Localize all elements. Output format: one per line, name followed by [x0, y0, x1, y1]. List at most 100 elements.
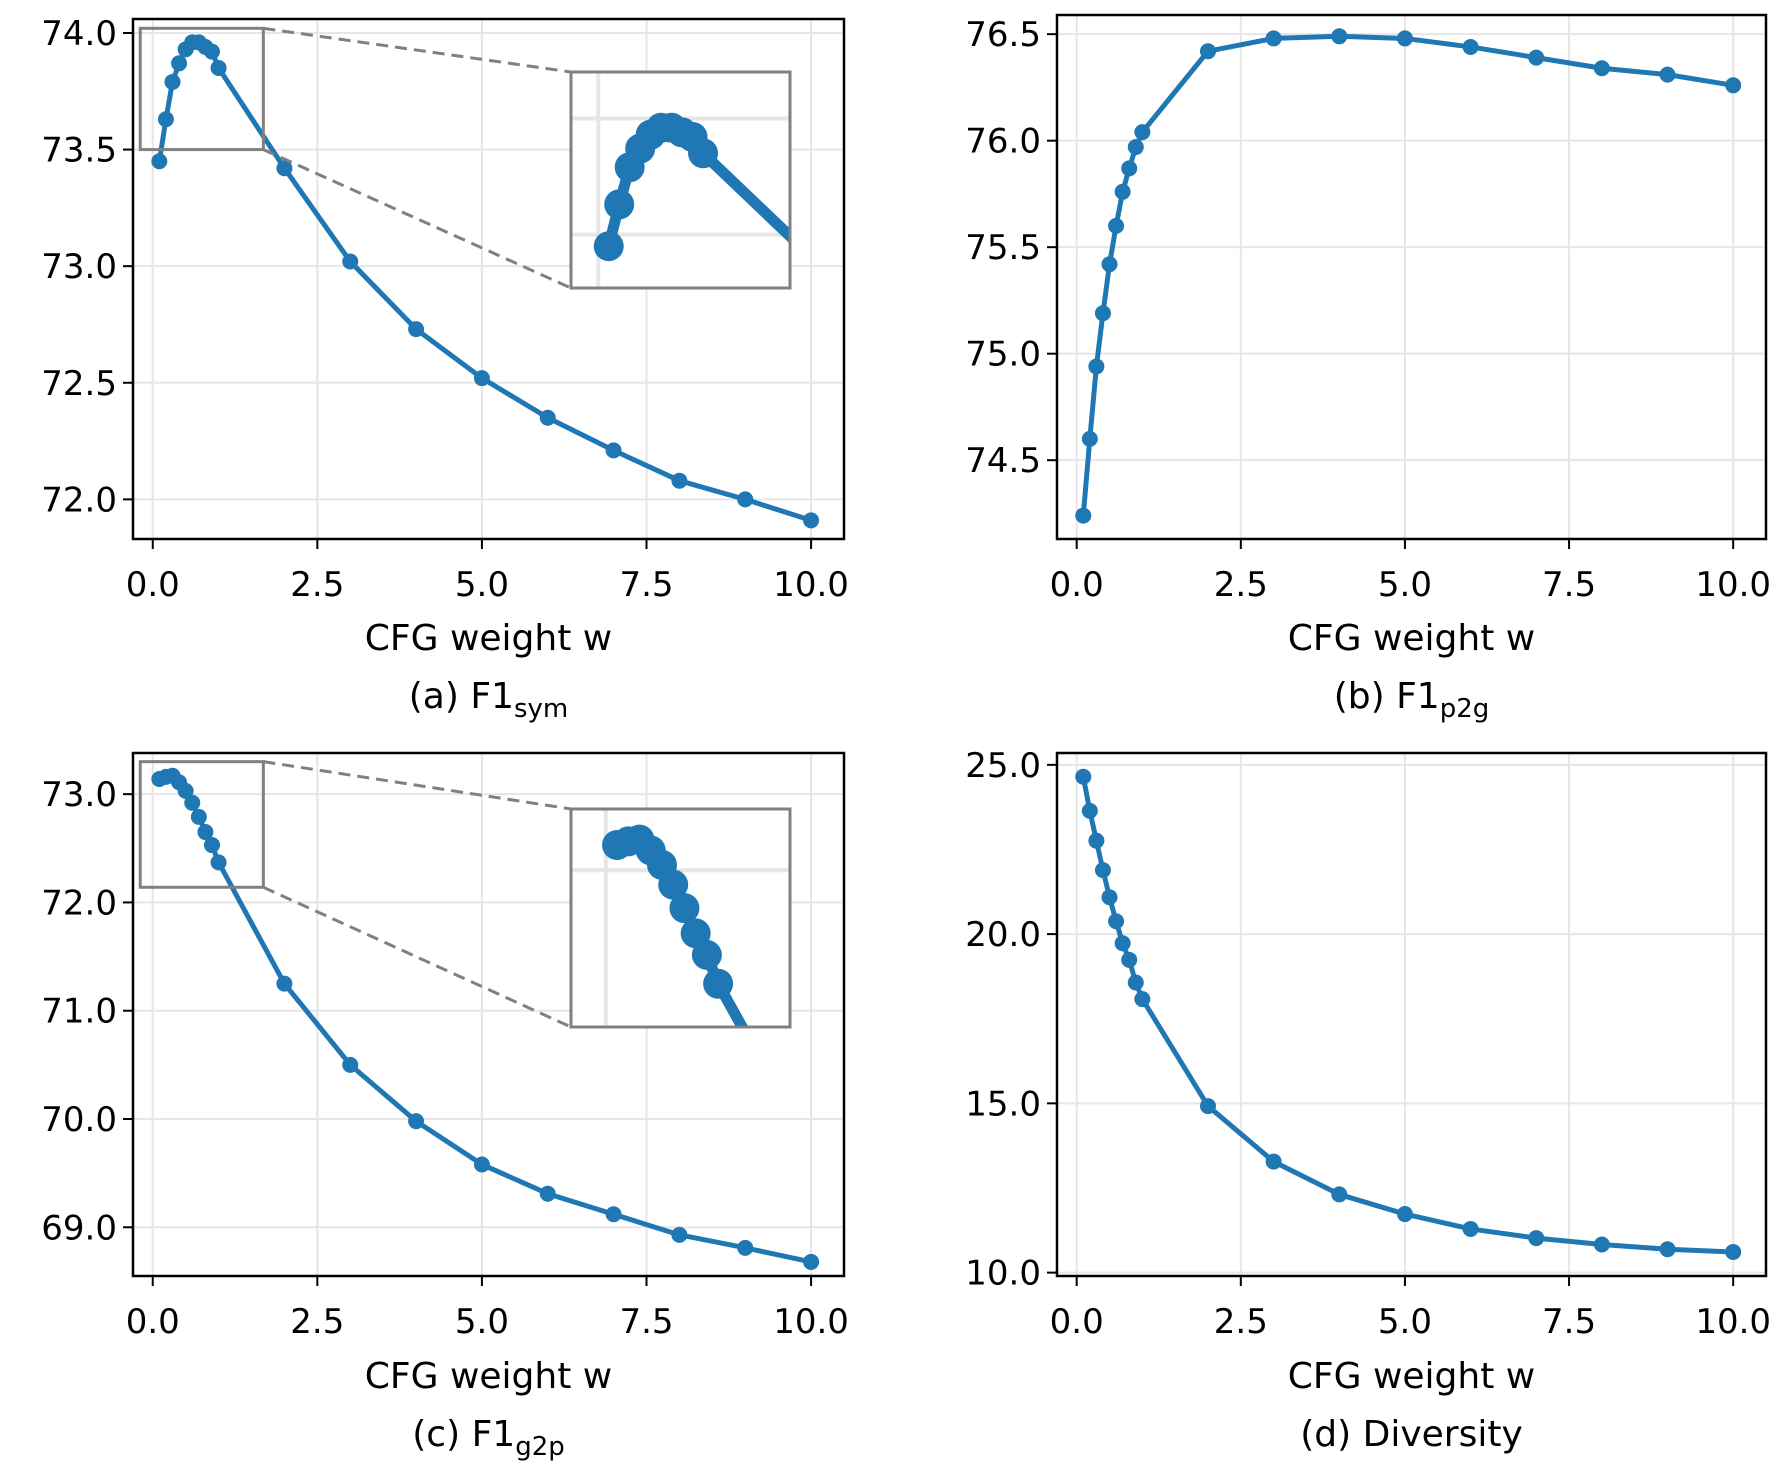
data-point [1396, 30, 1413, 47]
inset-data-point [793, 238, 823, 268]
y-tick-label: 74.5 [965, 441, 1041, 481]
data-point [1593, 1236, 1610, 1253]
axes-frame [1055, 13, 1768, 541]
y-tick-label: 70.0 [41, 1100, 117, 1140]
inset-frame [569, 807, 792, 1029]
inset-data-point [669, 893, 700, 924]
x-tick-label: 10.0 [1695, 1302, 1771, 1342]
panel-caption: (a) F1sym [409, 676, 568, 724]
data-point [1075, 507, 1092, 524]
x-tick-label: 5.0 [455, 1302, 509, 1342]
data-point [1081, 430, 1098, 447]
data-point [803, 1253, 820, 1270]
y-tick-label: 76.0 [965, 122, 1041, 162]
data-point [1121, 160, 1138, 177]
data-point [1094, 862, 1111, 879]
axes-frame [131, 751, 846, 1278]
panel-c: 0.0 2.5 5.0 7.5 10.0 69.0 70.0 71.0 72.0 73.0 CFG … [41, 751, 1070, 1462]
x-tick-label: 7.5 [1542, 565, 1596, 605]
x-axis-label: CFG weight w [1288, 1356, 1535, 1397]
y-tick-label: 69.0 [41, 1208, 117, 1248]
inset-data-point [604, 189, 635, 220]
inset-frame [569, 70, 792, 290]
data-point [1331, 1186, 1348, 1203]
data-point [1396, 1206, 1413, 1223]
inset-connector [262, 148, 572, 290]
data-point [539, 1185, 556, 1202]
data-point [1088, 358, 1105, 375]
x-tick-label: 10.0 [1695, 565, 1771, 605]
data-point [1081, 802, 1098, 819]
data-point [1659, 1241, 1676, 1258]
y-tick-label: 76.5 [965, 15, 1041, 55]
x-axis-label: CFG weight w [1288, 618, 1535, 659]
data-point [190, 808, 207, 825]
y-tick-label: 74.0 [41, 14, 117, 54]
panel-caption: (d) Diversity [1300, 1414, 1523, 1455]
x-tick-label: 2.5 [290, 1302, 344, 1342]
data-point [671, 1226, 688, 1243]
zoom-region [138, 26, 265, 152]
series-line [1080, 33, 1734, 516]
data-point [1199, 1098, 1216, 1115]
data-point [1127, 974, 1144, 991]
inset-connector [263, 760, 572, 811]
y-tick-label: 72.0 [41, 480, 117, 520]
x-tick-label: 2.5 [290, 565, 344, 605]
data-point [276, 160, 293, 177]
y-tick-label: 73.0 [41, 247, 117, 287]
data-point [342, 253, 359, 270]
inset-data-point [898, 331, 928, 361]
inset-data-point [658, 869, 689, 900]
x-tick-label: 5.0 [1378, 565, 1432, 605]
data-point [184, 794, 201, 811]
panel-caption: (c) F1g2p [412, 1414, 565, 1462]
data-point [605, 442, 622, 459]
data-point [1094, 305, 1111, 322]
x-tick-label: 10.0 [773, 1302, 849, 1342]
data-point [1528, 1230, 1545, 1247]
data-point [1265, 1153, 1282, 1170]
data-point [605, 1206, 622, 1223]
data-point [803, 512, 820, 529]
data-point [671, 472, 688, 489]
data-point [1108, 217, 1125, 234]
data-point [157, 111, 174, 128]
y-tick-label: 25.0 [965, 746, 1041, 786]
data-point [737, 1239, 754, 1256]
series-line [1080, 776, 1734, 1255]
x-tick-label: 0.0 [126, 565, 180, 605]
data-point [1088, 832, 1105, 849]
inset-data-point [928, 1306, 958, 1336]
data-point [276, 975, 293, 992]
data-point [408, 321, 425, 338]
data-point [204, 43, 220, 60]
data-point [1462, 38, 1479, 55]
data-point [164, 73, 181, 90]
inset-data-point [1040, 1399, 1070, 1429]
x-tick-label: 10.0 [773, 565, 849, 605]
data-point [1659, 66, 1676, 83]
zoom-region [138, 760, 265, 889]
x-axis-label: CFG weight w [365, 618, 612, 659]
inset-data-point [1002, 398, 1032, 428]
data-point [473, 1156, 490, 1173]
x-tick-label: 2.5 [1214, 1302, 1268, 1342]
data-point [177, 782, 194, 799]
caption-subscript: g2p [515, 1432, 565, 1462]
data-point [151, 153, 168, 170]
x-tick-label: 7.5 [619, 1302, 673, 1342]
x-tick-label: 7.5 [619, 565, 673, 605]
y-tick-label: 20.0 [965, 915, 1041, 955]
inset-data-point [1212, 487, 1242, 517]
inset-data-point [688, 138, 719, 169]
x-tick-label: 7.5 [1542, 1302, 1596, 1342]
data-point [408, 1113, 425, 1130]
x-tick-label: 5.0 [455, 565, 509, 605]
panel-a: 0.0 2.5 5.0 7.5 10.0 72.0 72.5 73.0 73.5 74.0 CFG … [41, 14, 1242, 724]
data-point [1101, 889, 1118, 906]
x-tick-label: 5.0 [1378, 1302, 1432, 1342]
x-tick-label: 2.5 [1214, 565, 1268, 605]
data-point [1075, 768, 1092, 785]
x-tick-label: 0.0 [1050, 1302, 1104, 1342]
